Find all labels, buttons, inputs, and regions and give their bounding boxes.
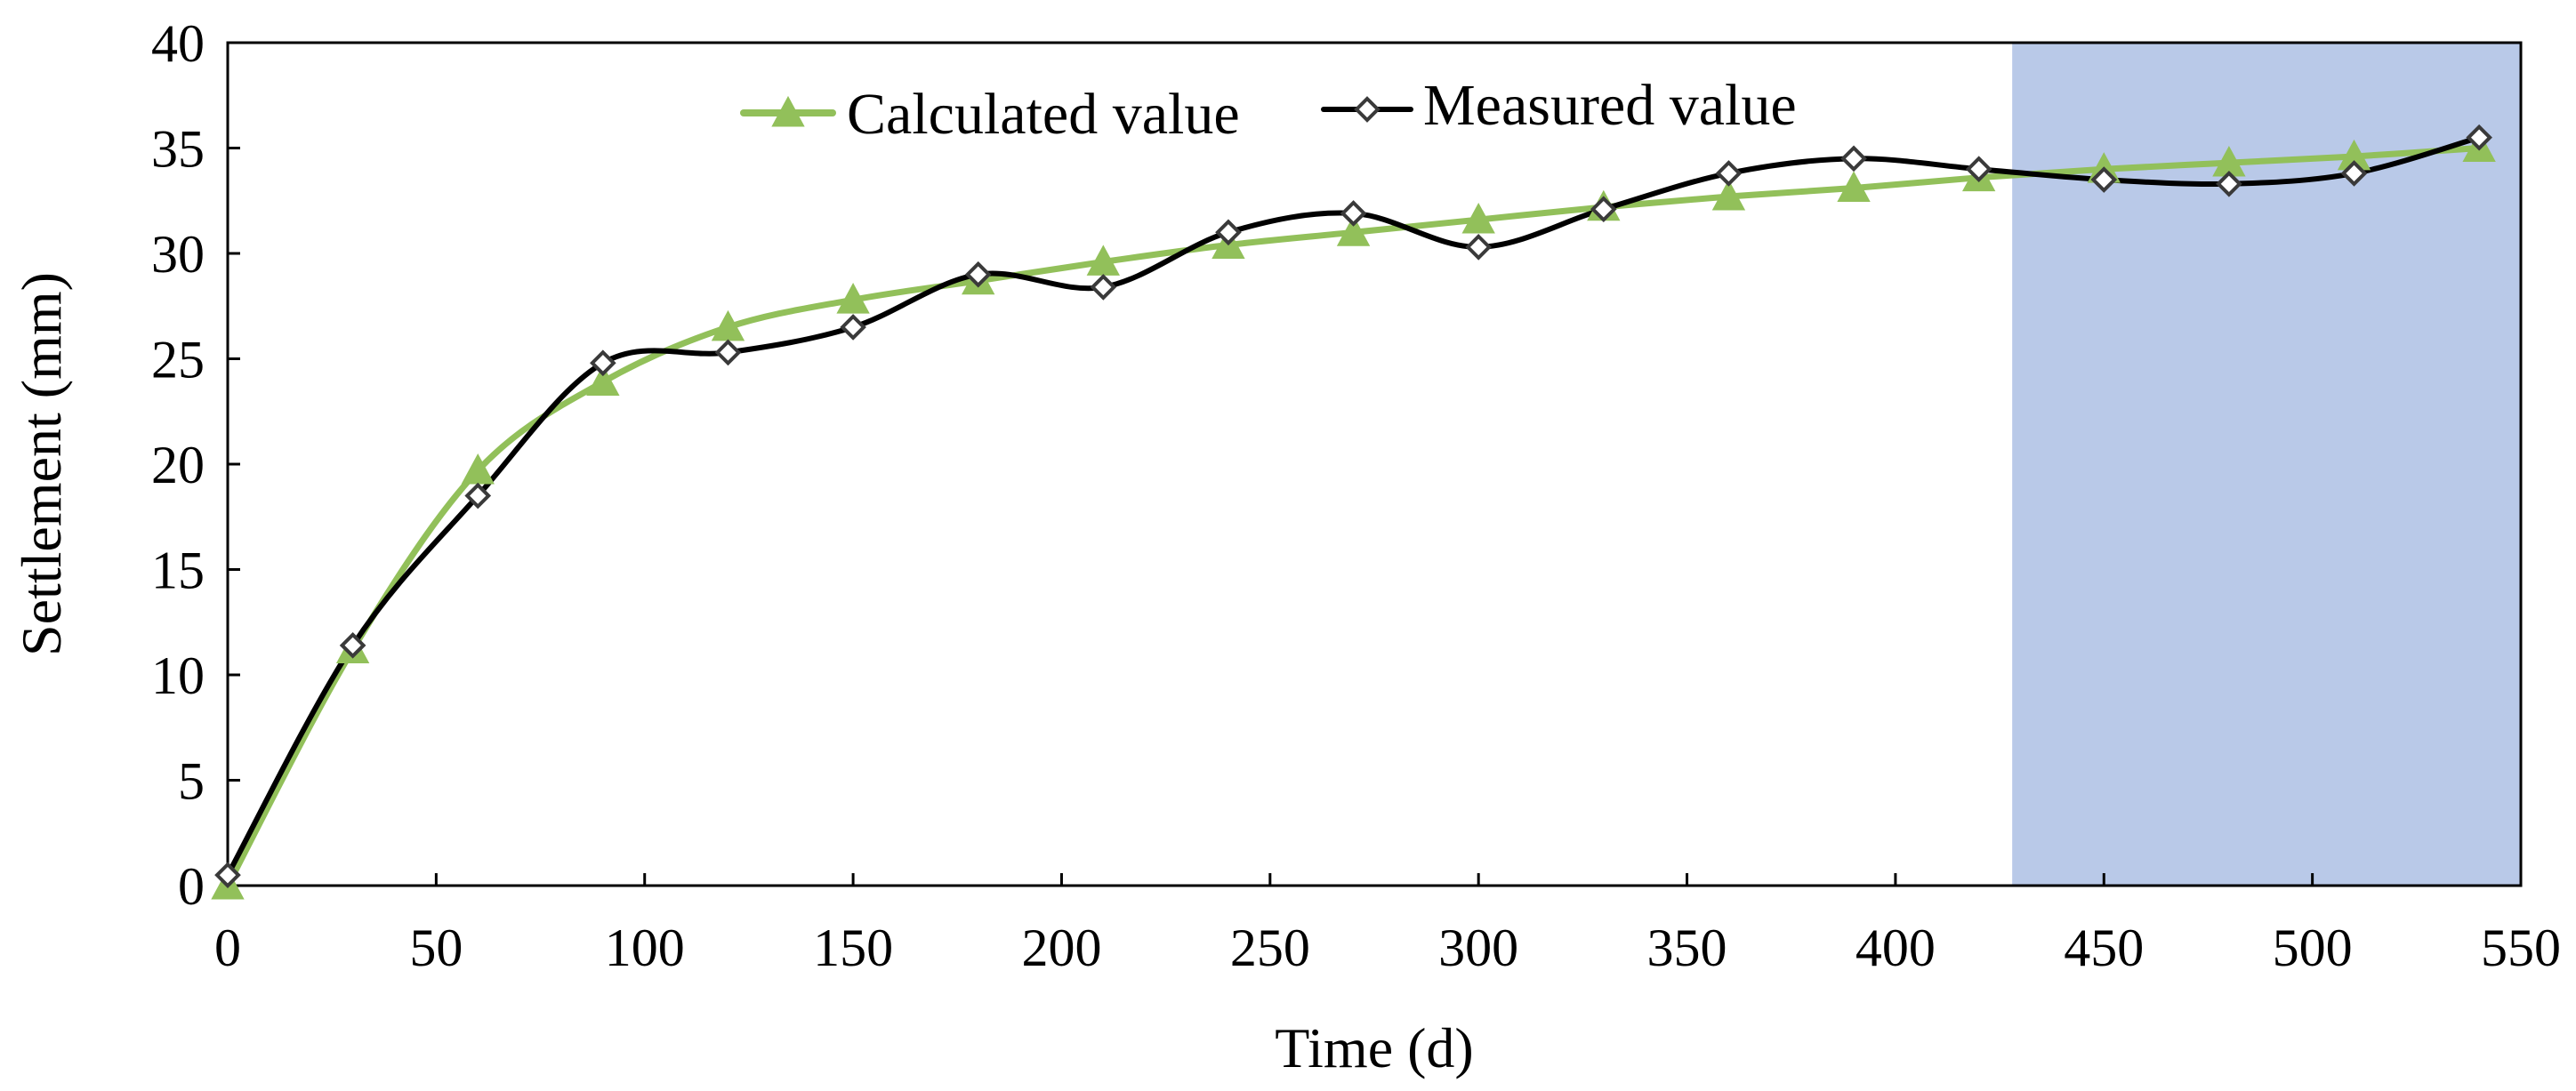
x-tick-label: 100 xyxy=(605,919,685,977)
x-tick-label: 50 xyxy=(409,919,463,977)
y-tick-label: 25 xyxy=(151,331,205,389)
data-point-calculated xyxy=(1711,179,1746,211)
x-tick-label: 350 xyxy=(1647,919,1727,977)
y-tick-label: 40 xyxy=(151,14,205,73)
data-point-measured xyxy=(2090,166,2118,193)
data-point-calculated xyxy=(1461,202,1495,234)
legend-symbol-measured xyxy=(1354,96,1381,123)
y-tick-label: 15 xyxy=(151,541,205,600)
x-tick-label: 450 xyxy=(2064,919,2144,977)
x-tick-label: 400 xyxy=(1856,919,1936,977)
data-point-calculated xyxy=(836,283,870,314)
data-point-measured xyxy=(214,862,241,888)
data-point-measured xyxy=(1965,156,1992,183)
x-tick-label: 550 xyxy=(2481,919,2561,977)
x-tick-label: 250 xyxy=(1230,919,1310,977)
y-tick-label: 30 xyxy=(151,225,205,284)
data-point-measured xyxy=(1340,200,1367,227)
y-axis-ticks: 0 5 10 15 20 25 30 35 40 xyxy=(151,14,240,916)
data-point-measured xyxy=(2340,160,2368,187)
y-axis-label: Settlement (mm) xyxy=(10,272,73,656)
x-tick-label: 150 xyxy=(813,919,893,977)
x-tick-label: 500 xyxy=(2273,919,2353,977)
data-point-measured xyxy=(464,482,492,509)
marker-layer xyxy=(211,124,2496,900)
y-tick-label: 10 xyxy=(151,646,205,705)
data-point-measured xyxy=(590,349,616,377)
y-tick-label: 20 xyxy=(151,436,205,494)
y-tick-label: 35 xyxy=(151,120,205,179)
data-point-measured xyxy=(1465,234,1493,261)
x-axis-label: Time (d) xyxy=(1275,1016,1473,1079)
legend-marker-measured xyxy=(1354,96,1381,123)
x-axis-ticks: 0 50 100 150 200 250 300 350 400 450 500 550 xyxy=(214,873,2561,977)
data-point-measured xyxy=(1715,160,1743,187)
x-tick-label: 0 xyxy=(214,919,241,977)
data-point-measured xyxy=(840,314,866,341)
legend-symbol-calculated xyxy=(771,95,805,127)
data-point-measured xyxy=(2466,124,2492,151)
data-point-calculated xyxy=(1837,171,1871,202)
legend-marker-calculated xyxy=(771,95,805,127)
data-point-measured xyxy=(2216,170,2242,197)
data-point-calculated xyxy=(1336,215,1371,246)
data-point-measured xyxy=(1590,196,1617,223)
legend: Calculated value Measured value xyxy=(740,73,1797,147)
x-tick-label: 300 xyxy=(1438,919,1518,977)
data-point-measured xyxy=(1215,219,1242,246)
y-tick-label: 5 xyxy=(178,752,205,811)
data-point-calculated xyxy=(586,365,620,397)
data-point-measured xyxy=(339,631,366,659)
data-point-measured xyxy=(714,339,742,366)
data-point-measured xyxy=(1090,274,1117,301)
legend-label-measured: Measured value xyxy=(1423,73,1797,138)
data-point-measured xyxy=(964,261,992,288)
x-tick-label: 200 xyxy=(1021,919,1101,977)
data-point-measured xyxy=(1840,145,1867,172)
series-line-calculated xyxy=(228,145,2483,886)
y-tick-label: 0 xyxy=(178,857,205,916)
legend-label-calculated: Calculated value xyxy=(847,82,1240,147)
